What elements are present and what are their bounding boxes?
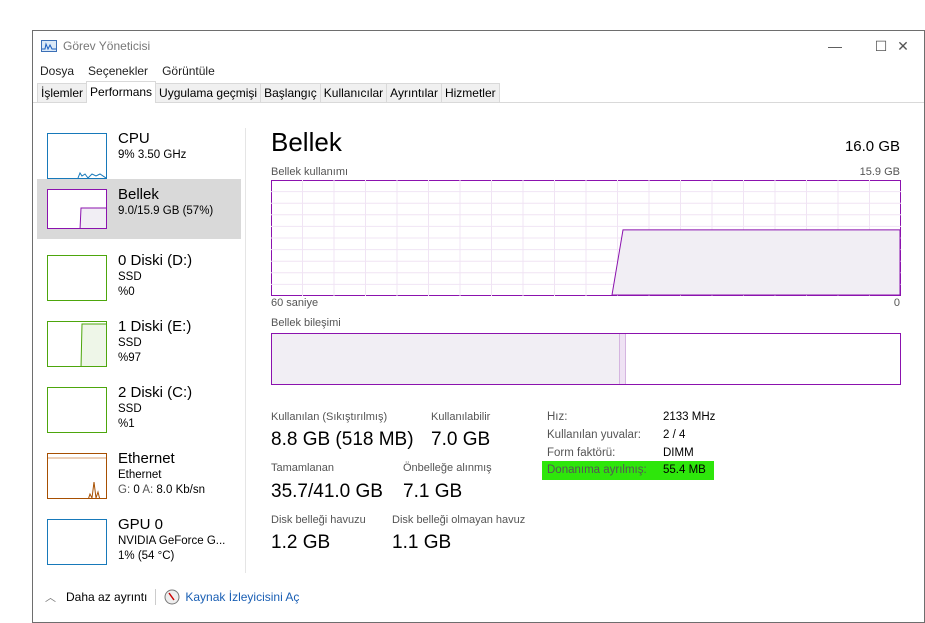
hardware-reserved-label: Donanıma ayrılmış:: [547, 464, 647, 476]
composition-in-use: [272, 334, 620, 384]
form-factor-label: Form faktörü:: [547, 447, 616, 459]
resource-monitor-icon: [164, 589, 180, 605]
disk2-type: SSD: [118, 403, 142, 415]
gpu-model: NVIDIA GeForce G...: [118, 535, 226, 547]
committed-label: Tamamlanan: [271, 462, 334, 474]
performance-sidebar: CPU 9% 3.50 GHz Bellek 9.0/15.9 GB (57%) 0…: [37, 126, 242, 581]
paged-pool-value: 1.2 GB: [271, 532, 331, 553]
memory-usage-label: Bellek kullanımı: [271, 166, 349, 178]
in-use-label: Kullanılan (Sıkıştırılmış): [271, 411, 388, 423]
footer-divider: [155, 589, 157, 605]
menu-options[interactable]: Seçenekler: [88, 64, 149, 78]
menu-file[interactable]: Dosya: [40, 64, 75, 78]
maximize-button[interactable]: ☐: [874, 37, 888, 54]
sidebar-item-disk-2[interactable]: 2 Diski (C:) SSD %1: [37, 380, 241, 440]
open-resource-monitor-link[interactable]: Kaynak İzleyicisini Aç: [185, 590, 300, 604]
tab-bar: İşlemler Performans Uygulama geçmişi Baş…: [33, 81, 924, 103]
cpu-title: CPU: [118, 130, 150, 147]
paged-pool-label: Disk belleği havuzu: [271, 514, 366, 526]
send-value: 0: [133, 484, 140, 496]
sidebar-item-disk-0[interactable]: 0 Diski (D:) SSD %0: [37, 248, 241, 308]
memory-usage-graph: [271, 180, 901, 296]
gpu-usage: 1% (54 °C): [118, 550, 175, 562]
hardware-reserved-highlight: [542, 461, 714, 480]
gpu-thumbnail-graph: [47, 519, 107, 565]
sidebar-item-ethernet[interactable]: Ethernet Ethernet G: 0 A: 8.0 Kb/sn: [37, 446, 241, 506]
total-memory: 16.0 GB: [844, 138, 900, 155]
ethernet-throughput: G: 0 A: 8.0 Kb/sn: [118, 483, 205, 498]
send-label: G:: [118, 484, 131, 496]
less-details-button[interactable]: Daha az ayrıntı: [66, 590, 148, 604]
gpu-title: GPU 0: [118, 516, 164, 533]
slots-value: 2 / 4: [663, 429, 686, 441]
memory-composition-bar: [271, 333, 901, 385]
task-manager-icon: [41, 40, 57, 52]
tab-services[interactable]: Hizmetler: [440, 83, 500, 102]
cpu-usage: 9% 3.50 GHz: [118, 149, 187, 161]
sidebar-divider: [245, 128, 246, 573]
receive-value: 8.0 Kb/sn: [156, 484, 205, 496]
tab-details[interactable]: Ayrıntılar: [386, 83, 442, 102]
speed-value: 2133 MHz: [663, 411, 716, 423]
memory-usage-max: 15.9 GB: [859, 166, 900, 178]
cached-value: 7.1 GB: [403, 481, 463, 502]
disk0-type: SSD: [118, 271, 142, 283]
disk0-thumbnail-graph: [47, 255, 107, 301]
ethernet-adapter: Ethernet: [118, 469, 162, 481]
disk2-usage: %1: [118, 418, 135, 430]
composition-modified: [620, 334, 626, 384]
memory-title-heading: Bellek: [271, 127, 342, 157]
title-bar: Görev Yöneticisi: [33, 31, 924, 61]
sidebar-item-gpu[interactable]: GPU 0 NVIDIA GeForce G... 1% (54 °C): [37, 512, 241, 572]
form-factor-value: DIMM: [663, 447, 694, 459]
memory-usage: 9.0/15.9 GB (57%): [118, 205, 214, 217]
close-button[interactable]: ✕: [897, 37, 909, 54]
available-value: 7.0 GB: [431, 429, 491, 450]
tab-users[interactable]: Kullanıcılar: [319, 83, 388, 102]
memory-composition-label: Bellek bileşimi: [271, 317, 341, 329]
disk0-title: 0 Diski (D:): [118, 252, 193, 269]
tab-startup[interactable]: Başlangıç: [260, 83, 321, 102]
tab-app-history[interactable]: Uygulama geçmişi: [155, 83, 262, 102]
in-use-value: 8.8 GB (518 MB): [271, 429, 414, 450]
committed-value: 35.7/41.0 GB: [271, 481, 383, 502]
disk2-thumbnail-graph: [47, 387, 107, 433]
sidebar-item-disk-1[interactable]: 1 Diski (E:) SSD %97: [37, 314, 241, 374]
receive-label: A:: [142, 484, 154, 496]
disk0-usage: %0: [118, 286, 135, 298]
available-label: Kullanılabilir: [431, 411, 491, 423]
time-end-label: 0: [893, 297, 900, 309]
memory-title: Bellek: [118, 186, 159, 203]
footer: ︿ Daha az ayrıntı Kaynak İzleyicisini Aç: [45, 589, 299, 605]
disk1-thumbnail-graph: [47, 321, 107, 367]
slots-label: Kullanılan yuvalar:: [547, 429, 641, 441]
chevron-up-icon[interactable]: ︿: [45, 592, 56, 604]
menu-bar: Dosya Seçenekler Görüntüle: [33, 61, 924, 81]
cached-label: Önbelleğe alınmış: [403, 462, 492, 474]
ethernet-title: Ethernet: [118, 450, 175, 467]
sidebar-item-cpu[interactable]: CPU 9% 3.50 GHz: [37, 126, 241, 186]
minimize-button[interactable]: —: [828, 38, 842, 54]
disk1-type: SSD: [118, 337, 142, 349]
speed-label: Hız:: [547, 411, 568, 423]
disk2-title: 2 Diski (C:): [118, 384, 193, 401]
nonpaged-pool-label: Disk belleği olmayan havuz: [392, 514, 526, 526]
window-title: Görev Yöneticisi: [63, 39, 151, 53]
ethernet-thumbnail-graph: [47, 453, 107, 499]
disk1-usage: %97: [118, 352, 142, 364]
menu-view[interactable]: Görüntüle: [162, 64, 215, 78]
sidebar-item-memory[interactable]: Bellek 9.0/15.9 GB (57%): [37, 179, 241, 239]
memory-usage-line: [611, 229, 901, 296]
hardware-reserved-value: 55.4 MB: [663, 464, 706, 476]
time-span-label: 60 saniye: [271, 297, 319, 309]
memory-thumbnail-graph: [47, 189, 107, 229]
nonpaged-pool-value: 1.1 GB: [392, 532, 452, 553]
disk1-title: 1 Diski (E:): [118, 318, 192, 335]
task-manager-window: Görev Yöneticisi — ☐ ✕ Dosya Seçenekler …: [32, 30, 925, 623]
tab-performance[interactable]: Performans: [86, 81, 157, 103]
tab-processes[interactable]: İşlemler: [37, 83, 88, 102]
cpu-thumbnail-graph: [47, 133, 107, 179]
